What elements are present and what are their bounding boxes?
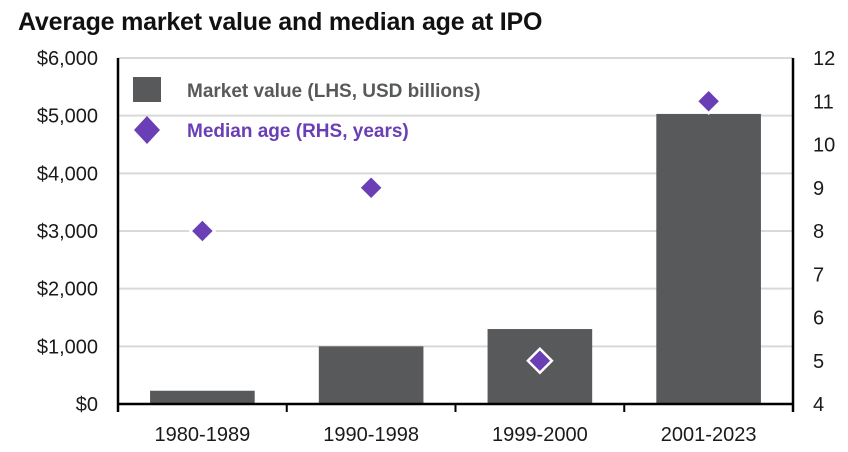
right-tick-label: 6 bbox=[813, 308, 824, 330]
right-axis-ticks: 4 5 6 7 8 9 10 11 12 bbox=[813, 48, 835, 416]
left-tick-label: $3,000 bbox=[37, 221, 98, 243]
left-tick-label: $5,000 bbox=[37, 106, 98, 128]
gridlines bbox=[118, 57, 793, 348]
x-tick-label: 1999-2000 bbox=[492, 424, 588, 446]
left-tick-label: $1,000 bbox=[37, 336, 98, 358]
x-tick-label: 1990-1998 bbox=[323, 424, 419, 446]
right-tick-label: 12 bbox=[813, 48, 835, 70]
bar-1980-1989 bbox=[150, 390, 255, 404]
right-tick-label: 5 bbox=[813, 351, 824, 373]
right-tick-label: 8 bbox=[813, 221, 824, 243]
left-tick-label: $0 bbox=[76, 394, 98, 416]
x-tick-label: 2001-2023 bbox=[661, 424, 757, 446]
right-tick-label: 11 bbox=[813, 91, 834, 113]
legend-label-median-age: Median age (RHS, years) bbox=[187, 121, 409, 142]
bars bbox=[150, 113, 761, 404]
diamond-marker-1980-1989 bbox=[188, 217, 217, 245]
right-tick-label: 10 bbox=[813, 135, 835, 157]
left-tick-label: $4,000 bbox=[37, 163, 98, 185]
diamond-marker-1999-2000 bbox=[526, 346, 554, 375]
left-tick-label: $2,000 bbox=[37, 279, 98, 301]
right-tick-label: 7 bbox=[813, 264, 824, 286]
left-axis-ticks: $0 $1,000 $2,000 $3,000 $4,000 $5,000 $6,000 bbox=[37, 48, 98, 416]
left-tick-label: $6,000 bbox=[37, 48, 98, 70]
legend-swatch-market-value bbox=[133, 77, 161, 102]
legend-label-market-value: Market value (LHS, USD billions) bbox=[187, 81, 481, 102]
legend-diamond-icon bbox=[134, 116, 160, 144]
right-tick-label: 4 bbox=[813, 394, 824, 416]
chart-title: Average market value and median age at I… bbox=[18, 8, 543, 36]
bar-2001-2023 bbox=[656, 113, 761, 404]
diamond-marker-2001-2023 bbox=[694, 87, 723, 116]
diamond-marker-1990-1998 bbox=[357, 173, 385, 202]
right-tick-label: 9 bbox=[813, 178, 824, 200]
bar-1990-1998 bbox=[318, 346, 424, 404]
diamond-markers bbox=[188, 87, 723, 375]
x-axis-ticks: 1980-1989 1990-1998 1999-2000 2001-2023 bbox=[155, 404, 757, 446]
legend: Market value (LHS, USD billions) Median … bbox=[133, 77, 481, 144]
x-tick-label: 1980-1989 bbox=[155, 424, 251, 446]
